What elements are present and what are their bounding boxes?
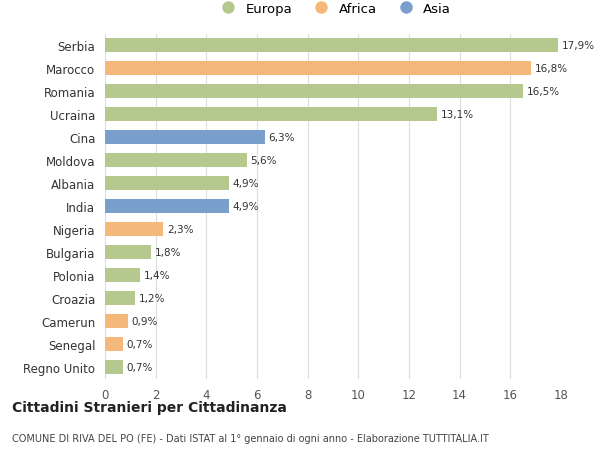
Bar [105, 337, 123, 351]
Bar [105, 62, 530, 76]
Text: 4,9%: 4,9% [233, 179, 259, 189]
Text: 16,8%: 16,8% [535, 64, 568, 74]
Bar [105, 177, 229, 190]
Text: 4,9%: 4,9% [233, 202, 259, 212]
Text: 13,1%: 13,1% [440, 110, 474, 120]
Bar [105, 154, 247, 168]
Bar [105, 291, 136, 305]
Text: 1,8%: 1,8% [154, 247, 181, 257]
Text: 0,7%: 0,7% [127, 339, 153, 349]
Text: 17,9%: 17,9% [562, 41, 595, 51]
Bar [105, 108, 437, 122]
Text: 1,2%: 1,2% [139, 293, 166, 303]
Bar [105, 246, 151, 259]
Legend: Europa, Africa, Asia: Europa, Africa, Asia [210, 0, 456, 21]
Text: 2,3%: 2,3% [167, 224, 194, 235]
Text: 0,7%: 0,7% [127, 362, 153, 372]
Text: Cittadini Stranieri per Cittadinanza: Cittadini Stranieri per Cittadinanza [12, 400, 287, 414]
Bar [105, 314, 128, 328]
Bar [105, 223, 163, 236]
Bar [105, 131, 265, 145]
Bar [105, 200, 229, 213]
Bar [105, 269, 140, 282]
Bar [105, 85, 523, 99]
Bar [105, 39, 559, 53]
Text: 0,9%: 0,9% [131, 316, 158, 326]
Text: 1,4%: 1,4% [144, 270, 171, 280]
Text: 16,5%: 16,5% [527, 87, 560, 97]
Text: 6,3%: 6,3% [268, 133, 295, 143]
Text: COMUNE DI RIVA DEL PO (FE) - Dati ISTAT al 1° gennaio di ogni anno - Elaborazion: COMUNE DI RIVA DEL PO (FE) - Dati ISTAT … [12, 433, 489, 442]
Text: 5,6%: 5,6% [251, 156, 277, 166]
Bar [105, 360, 123, 374]
